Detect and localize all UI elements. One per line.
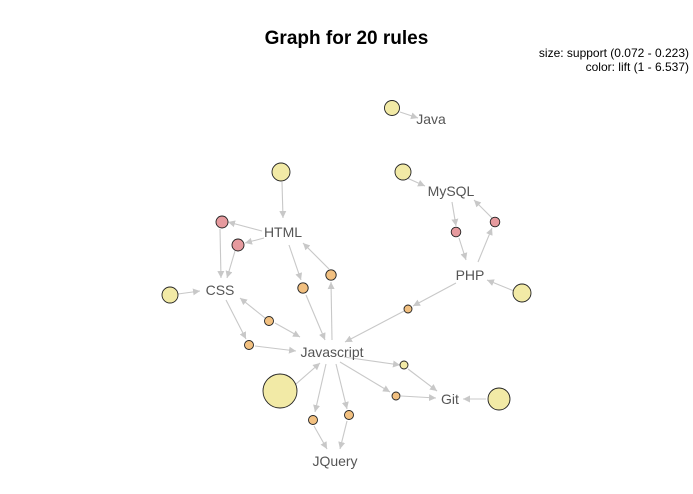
- edge: [288, 244, 303, 281]
- edge: [412, 282, 457, 307]
- edge: [473, 199, 493, 219]
- rule-node: [161, 286, 179, 304]
- rule-node: [244, 340, 254, 350]
- legend: size: support (0.072 - 0.223) color: lif…: [539, 46, 689, 74]
- edge: [477, 227, 493, 263]
- rule-node: [399, 360, 409, 370]
- rule-node: [344, 410, 354, 420]
- rule-node: [391, 391, 401, 401]
- edge: [406, 177, 426, 187]
- rule-node: [264, 316, 274, 326]
- item-label-html: HTML: [264, 224, 302, 240]
- rule-node: [403, 304, 413, 314]
- edge: [313, 363, 327, 413]
- edge: [244, 237, 265, 245]
- rule-node: [262, 373, 298, 409]
- edge: [451, 201, 459, 227]
- edge: [274, 322, 301, 338]
- rule-node: [271, 162, 291, 182]
- graph-title: Graph for 20 rules: [264, 28, 429, 49]
- item-label-php: PHP: [456, 267, 485, 283]
- rule-node: [512, 283, 532, 303]
- edge: [486, 279, 515, 292]
- item-label-javascript: Javascript: [300, 344, 363, 360]
- item-label-git: Git: [441, 391, 459, 407]
- edge: [338, 420, 348, 450]
- edge: [343, 356, 401, 368]
- rule-node: [394, 163, 412, 181]
- edge: [339, 361, 391, 393]
- edge: [225, 250, 236, 279]
- rule-nodes: [161, 100, 532, 425]
- edge: [225, 299, 247, 340]
- edge: [335, 363, 349, 410]
- edge: [313, 425, 328, 450]
- edge: [295, 362, 321, 385]
- edge: [302, 242, 330, 270]
- edges: [177, 111, 515, 450]
- edge: [227, 220, 263, 232]
- legend-size: size: support (0.072 - 0.223): [538, 46, 689, 60]
- edge: [217, 228, 225, 279]
- edge: [254, 345, 297, 354]
- item-label-jquery: JQuery: [312, 453, 357, 469]
- edge: [279, 181, 287, 219]
- rule-node: [450, 226, 462, 238]
- rule-node: [297, 282, 309, 294]
- edge: [327, 281, 335, 341]
- edge: [458, 237, 468, 261]
- rule-node: [325, 269, 337, 281]
- rule-node: [308, 415, 318, 425]
- edge: [407, 368, 438, 392]
- item-labels: Java MySQL HTML PHP CSS Javascript Git J…: [206, 111, 485, 469]
- item-label-css: CSS: [206, 282, 235, 298]
- edge: [239, 297, 266, 319]
- legend-color: color: lift (1 - 6.537): [585, 60, 689, 74]
- edge: [344, 309, 407, 343]
- edge: [305, 294, 326, 341]
- item-label-java: Java: [416, 111, 446, 127]
- rule-node: [384, 100, 400, 116]
- edge: [177, 288, 201, 296]
- rule-node: [231, 238, 245, 252]
- edge: [399, 111, 419, 120]
- item-label-mysql: MySQL: [428, 183, 475, 199]
- rule-node: [215, 215, 229, 229]
- edge: [400, 394, 437, 402]
- rule-node: [489, 216, 501, 228]
- rule-node: [487, 387, 511, 411]
